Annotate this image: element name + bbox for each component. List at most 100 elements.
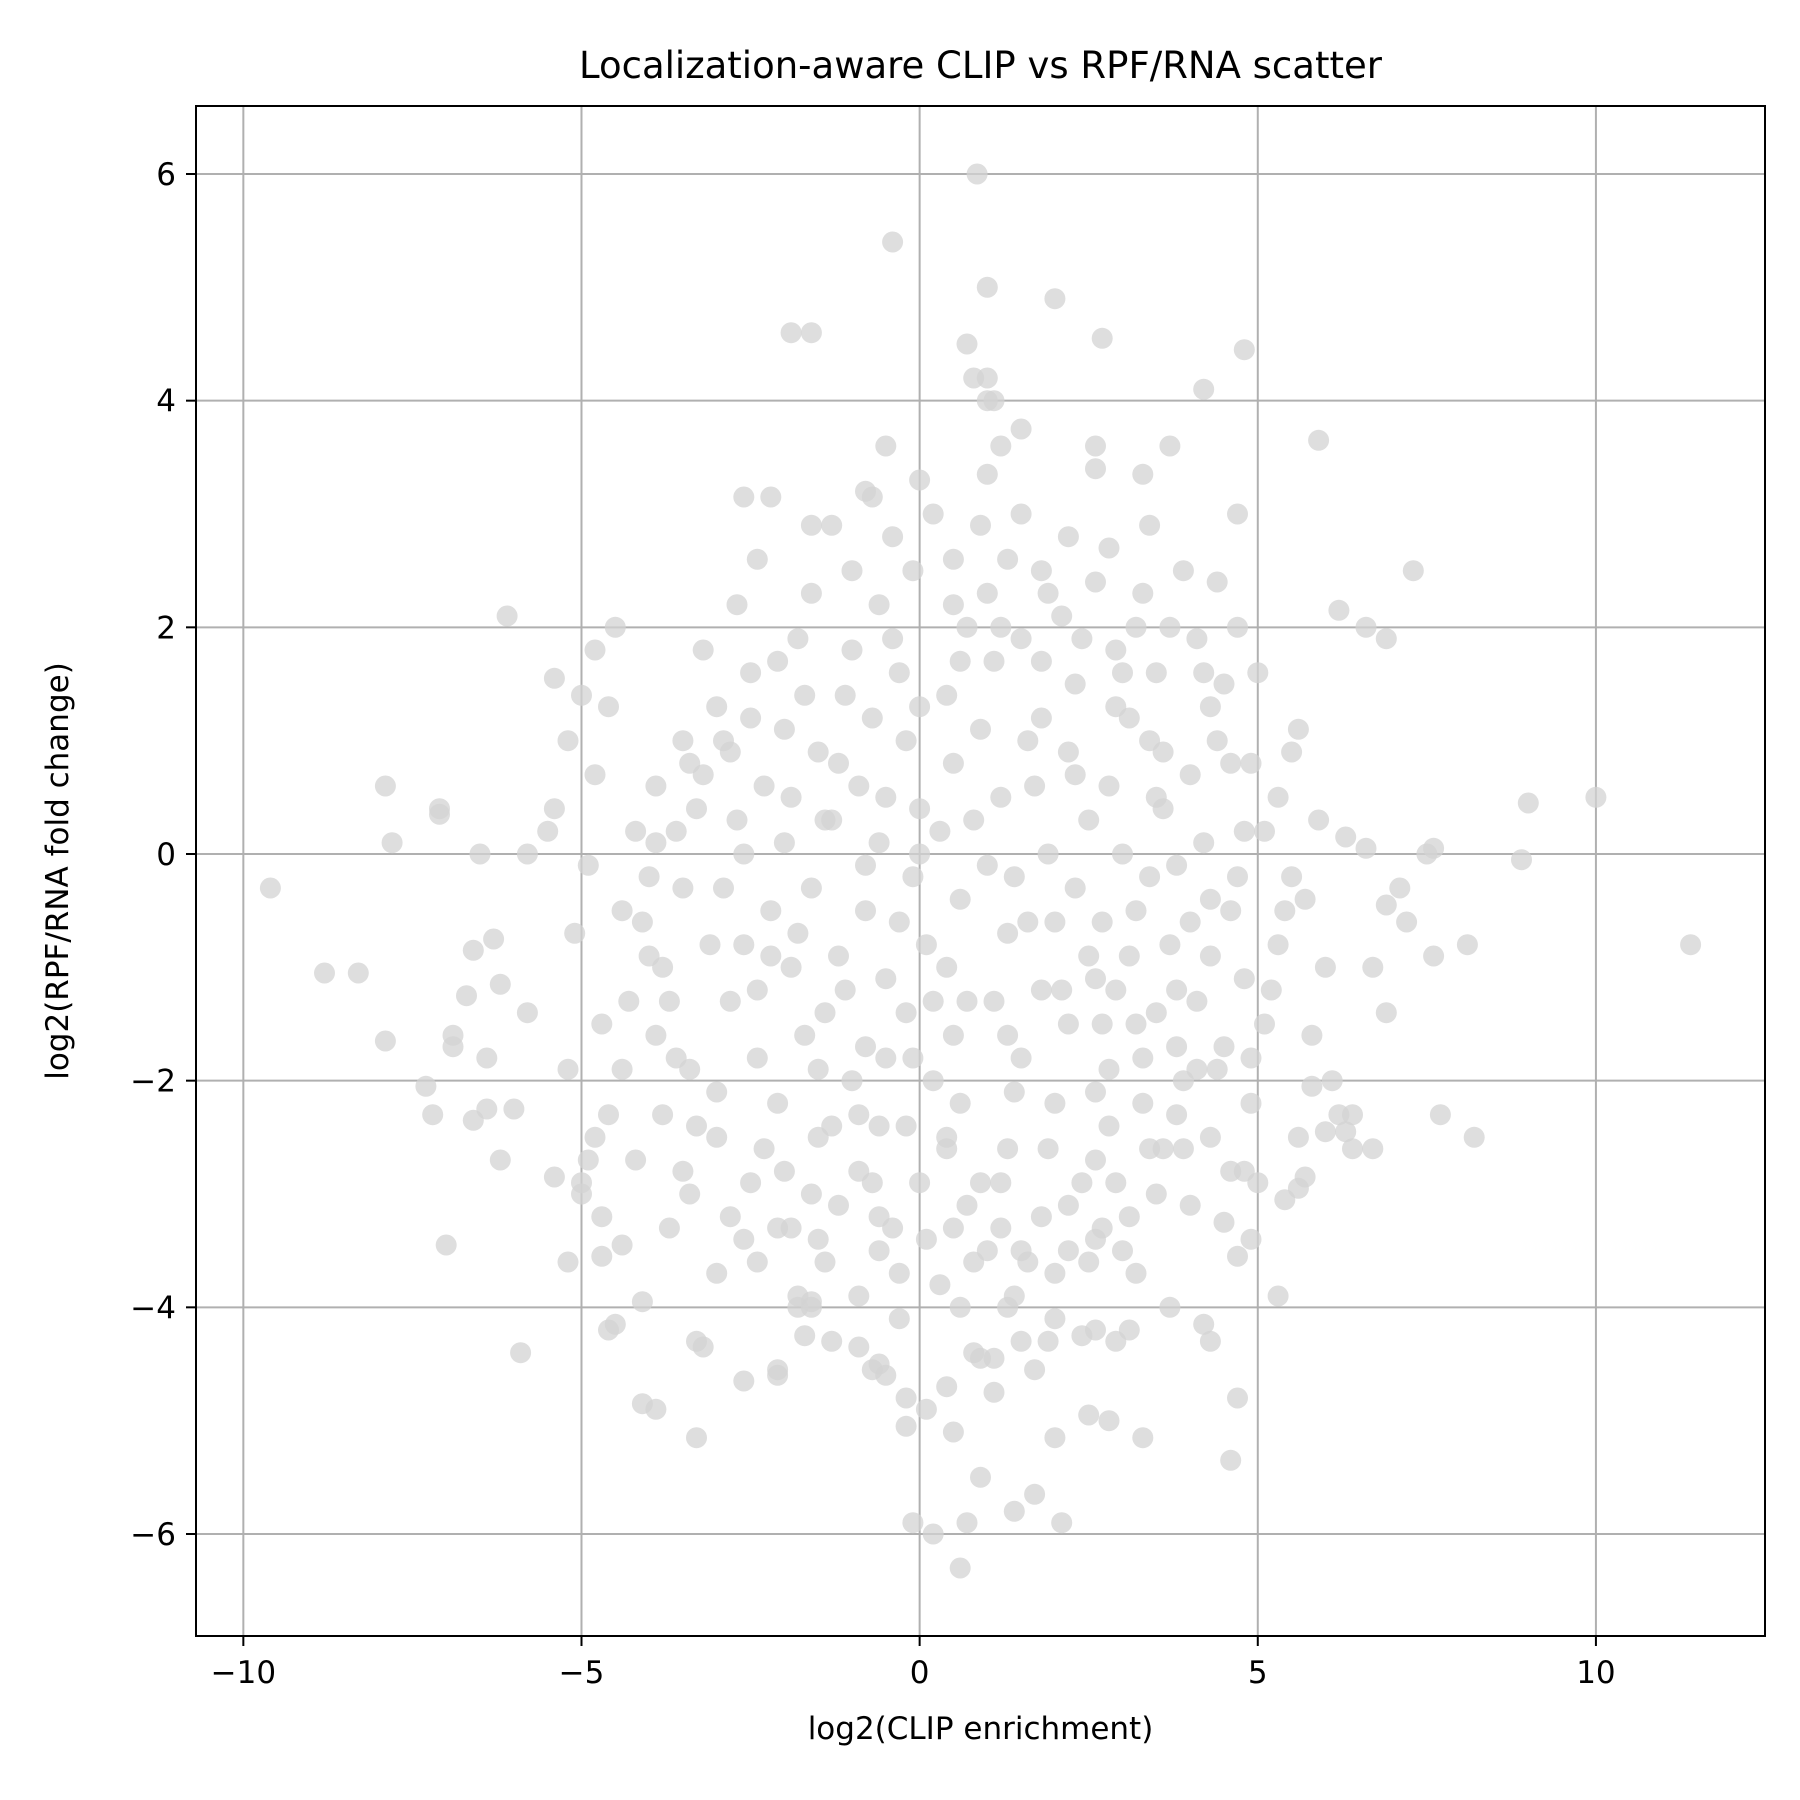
scatter-point — [1254, 820, 1275, 842]
scatter-point — [1051, 979, 1073, 1001]
scatter-point — [1240, 1047, 1262, 1069]
scatter-point — [1139, 514, 1161, 536]
scatter-point — [828, 752, 849, 774]
scatter-point — [1267, 1285, 1289, 1307]
scatter-point — [990, 1217, 1012, 1239]
scatter-point — [1024, 775, 1046, 797]
scatter-point — [618, 990, 640, 1012]
scatter-point — [895, 1002, 917, 1024]
scatter-point — [1037, 582, 1059, 604]
scatter-point — [564, 922, 586, 944]
scatter-point — [1240, 1092, 1262, 1114]
scatter-point — [942, 594, 964, 616]
scatter-point — [314, 962, 335, 984]
scatter-point — [1010, 1330, 1032, 1352]
scatter-point — [1247, 662, 1269, 684]
scatter-point — [1145, 662, 1167, 684]
scatter-point — [997, 1024, 1019, 1046]
scatter-point — [1199, 1330, 1221, 1352]
scatter-point — [591, 1206, 613, 1228]
scatter-point — [1044, 911, 1066, 933]
scatter-point — [1112, 1240, 1133, 1262]
scatter-point — [1193, 1313, 1215, 1335]
scatter-point — [828, 945, 849, 967]
scatter-point — [915, 1398, 937, 1420]
scatter-point — [780, 1217, 802, 1239]
scatter-point — [638, 866, 660, 888]
scatter-point — [821, 1330, 843, 1352]
scatter-point — [1037, 1330, 1059, 1352]
scatter-point — [970, 1466, 991, 1488]
scatter-point — [1098, 1410, 1120, 1432]
data-points — [259, 163, 1702, 1579]
scatter-point — [543, 1166, 565, 1188]
scatter-point — [909, 798, 931, 820]
scatter-point — [1220, 1449, 1242, 1471]
scatter-point — [1051, 1512, 1073, 1534]
scatter-point — [1071, 1172, 1093, 1194]
scatter-point — [516, 1002, 538, 1024]
scatter-point — [1159, 616, 1181, 638]
scatter-point — [706, 1126, 728, 1148]
scatter-point — [611, 1234, 633, 1256]
scatter-point — [956, 1512, 978, 1534]
scatter-point — [834, 684, 856, 706]
scatter-point — [706, 696, 728, 718]
scatter-point — [882, 231, 904, 253]
scatter-point — [834, 979, 856, 1001]
scatter-point — [902, 866, 924, 888]
scatter-point — [1132, 1092, 1154, 1114]
x-tick-label: 0 — [910, 1655, 930, 1691]
scatter-point — [740, 707, 762, 729]
scatter-point — [875, 1364, 897, 1386]
grid-lines — [196, 106, 1765, 1636]
scatter-point — [915, 1228, 937, 1250]
scatter-point — [1078, 1404, 1100, 1426]
x-axis-label: log2(CLIP enrichment) — [808, 1711, 1154, 1747]
scatter-point — [780, 956, 802, 978]
scatter-point — [1071, 1325, 1093, 1347]
scatter-point — [726, 809, 748, 831]
scatter-point — [746, 1251, 768, 1273]
scatter-point — [1071, 628, 1093, 650]
scatter-point — [949, 1092, 971, 1114]
scatter-point — [807, 1228, 829, 1250]
y-tick-label: −2 — [130, 1064, 176, 1100]
scatter-point — [970, 718, 991, 740]
scatter-point — [469, 843, 491, 865]
scatter-point — [780, 786, 802, 808]
scatter-point — [598, 1104, 619, 1126]
scatter-point — [888, 1308, 910, 1330]
scatter-point — [1118, 945, 1140, 967]
scatter-point — [1186, 628, 1208, 650]
scatter-point — [571, 684, 592, 706]
scatter-point — [1017, 911, 1039, 933]
scatter-point — [692, 639, 714, 661]
scatter-point — [1172, 1138, 1194, 1160]
scatter-point — [1680, 934, 1702, 956]
scatter-point — [1030, 979, 1052, 1001]
scatter-point — [1085, 458, 1106, 480]
x-tick-label: 5 — [1248, 1655, 1268, 1691]
scatter-point — [882, 1217, 904, 1239]
y-tick-label: −6 — [130, 1517, 176, 1553]
plot-frame — [195, 105, 1766, 1637]
scatter-point — [1254, 1013, 1275, 1035]
scatter-point — [1193, 662, 1215, 684]
scatter-point — [1030, 560, 1052, 582]
scatter-point — [652, 956, 674, 978]
scatter-point — [1078, 809, 1100, 831]
scatter-point — [1294, 888, 1316, 910]
scatter-point — [1227, 503, 1248, 525]
scatter-point — [719, 1206, 741, 1228]
scatter-point — [1233, 820, 1255, 842]
scatter-point — [537, 820, 559, 842]
scatter-point — [1051, 605, 1073, 627]
scatter-point — [800, 322, 822, 344]
scatter-point — [706, 1262, 728, 1284]
scatter-point — [767, 1092, 789, 1114]
scatter-point — [787, 1285, 809, 1307]
y-tick-label: 0 — [156, 837, 176, 873]
scatter-point — [746, 979, 768, 1001]
scatter-point — [895, 1387, 917, 1409]
